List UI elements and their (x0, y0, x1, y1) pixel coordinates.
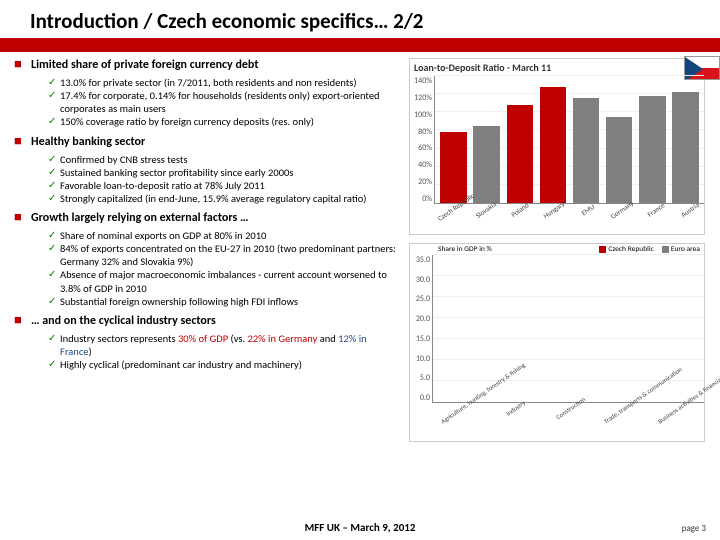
y-tick-label: 5.0 (412, 373, 430, 383)
y-tick-label: 120% (412, 93, 432, 103)
charts-column: Loan-to-Deposit Ratio - March 11140% 120%… (409, 58, 705, 450)
sub-item: Strongly capitalized (in end-June, 15.9%… (48, 192, 399, 205)
sub-item: 13.0% for private sector (in 7/2011, bot… (48, 76, 399, 89)
y-tick-label: 60% (412, 143, 432, 153)
y-tick-label: 140% (412, 76, 432, 86)
sub-list: Industry sectors represents 30% of GDP (… (31, 332, 399, 371)
sub-item: 150% coverage ratio by foreign currency … (48, 115, 399, 128)
bar (540, 87, 567, 203)
plot-area (434, 76, 704, 204)
sub-list: 13.0% for private sector (in 7/2011, bot… (31, 76, 399, 129)
chart-loan-deposit: Loan-to-Deposit Ratio - March 11140% 120%… (409, 58, 705, 235)
chart-gdp-share: Share in GDP in % Czech Republic Euro area… (409, 243, 705, 442)
page-number: page 3 (682, 523, 706, 534)
bar (573, 98, 600, 203)
sub-list: Share of nominal exports on GDP at 80% i… (31, 229, 399, 308)
bullet-section: ■ Growth largely relying on external fact… (14, 211, 399, 308)
section-heading: Limited share of private foreign currenc… (31, 58, 399, 73)
sub-item: 17.4% for corporate, 0.14% for household… (48, 89, 399, 115)
sub-item: Favorable loan-to-deposit ratio at 78% J… (48, 179, 399, 192)
bar (639, 96, 666, 203)
square-bullet-icon: ■ (14, 213, 23, 222)
sub-item: Confirmed by CNB stress tests (48, 153, 399, 166)
sub-item: Substantial foreign ownership following … (48, 295, 399, 308)
bar (507, 105, 534, 203)
section-heading: … and on the cyclical industry sectors (31, 314, 399, 329)
legend-label: Euro area (671, 245, 700, 254)
section-heading: Growth largely relying on external facto… (31, 211, 399, 226)
sub-list: Confirmed by CNB stress testsSustained b… (31, 153, 399, 206)
text-column: ■ Limited share of private foreign curren… (14, 58, 399, 450)
y-tick-label: 0.0 (412, 393, 430, 403)
bar (440, 132, 467, 203)
y-tick-label: 100% (412, 110, 432, 120)
footer-text: MFF UK – March 9, 2012 (0, 521, 720, 534)
y-tick-label: 0% (412, 194, 432, 204)
y-tick-label: 15.0 (412, 334, 430, 344)
content-area: ■ Limited share of private foreign curren… (0, 52, 720, 450)
y-tick-label: 35.0 (412, 255, 430, 265)
legend-item: Czech Republic (599, 245, 653, 254)
slide-title: Introduction / Czech economic specifics…… (0, 0, 720, 38)
bar (606, 117, 633, 203)
sub-item: 84% of exports concentrated on the EU-27… (48, 242, 399, 268)
bullet-section: ■ Healthy banking sector Confirmed by CNB … (14, 135, 399, 206)
y-tick-label: 25.0 (412, 294, 430, 304)
y-tick-label: 10.0 (412, 354, 430, 364)
square-bullet-icon: ■ (14, 316, 23, 325)
bar (672, 92, 699, 203)
sub-item: Highly cyclical (predominant car industr… (48, 358, 399, 371)
section-heading: Healthy banking sector (31, 135, 399, 150)
sub-item: Share of nominal exports on GDP at 80% i… (48, 229, 399, 242)
y-axis-label: Share in GDP in % (438, 245, 492, 254)
chart-title: Loan-to-Deposit Ratio - March 11 (410, 59, 704, 76)
y-tick-label: 20% (412, 177, 432, 187)
sub-item: Absence of major macroeconomic imbalance… (48, 268, 399, 294)
sub-item: Industry sectors represents 30% of GDP (… (48, 332, 399, 358)
y-tick-label: 40% (412, 160, 432, 170)
legend-item: Euro area (662, 245, 700, 254)
bullet-section: ■ Limited share of private foreign curren… (14, 58, 399, 129)
legend-label: Czech Republic (608, 245, 653, 254)
bar (473, 126, 500, 203)
bullet-section: ■ … and on the cyclical industry sectors I… (14, 314, 399, 371)
legend-swatch-icon (599, 246, 606, 253)
sub-item: Sustained banking sector profitability s… (48, 166, 399, 179)
y-tick-label: 30.0 (412, 275, 430, 285)
square-bullet-icon: ■ (14, 60, 23, 69)
square-bullet-icon: ■ (14, 137, 23, 146)
y-tick-label: 80% (412, 127, 432, 137)
legend-swatch-icon (662, 246, 669, 253)
y-tick-label: 20.0 (412, 314, 430, 324)
accent-stripe (0, 38, 720, 52)
